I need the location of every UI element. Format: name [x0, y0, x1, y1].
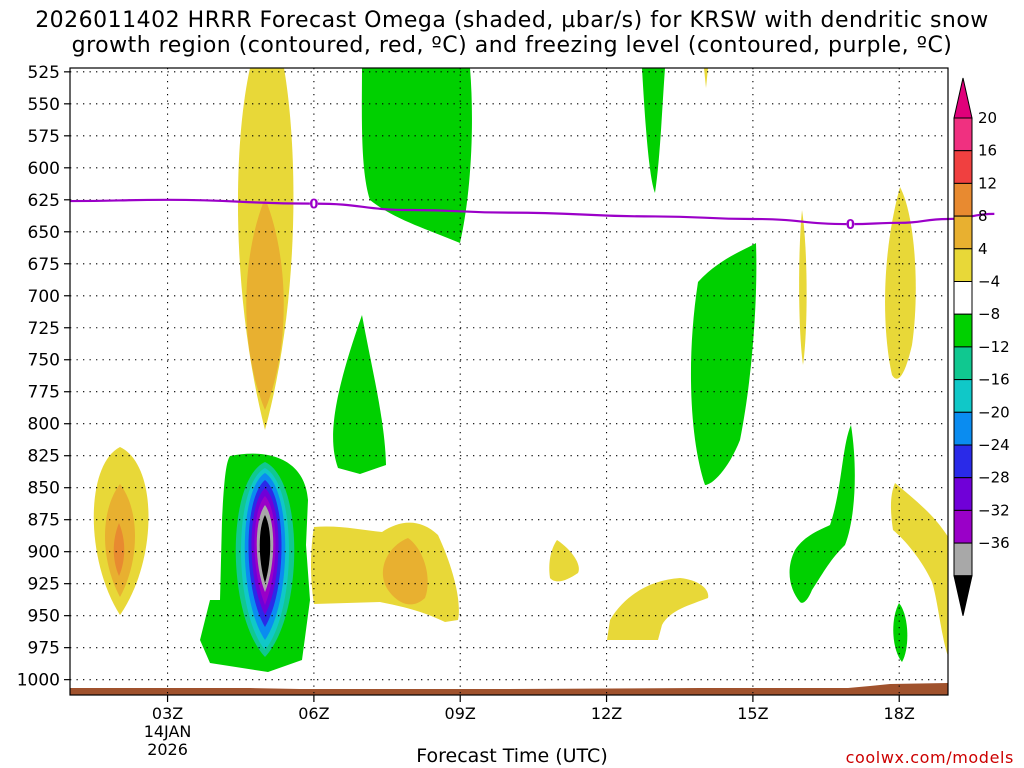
omega-positive-14z — [607, 578, 709, 640]
y-tick-label-700: 700 — [28, 287, 60, 307]
omega-negative-upper-08z-10z — [361, 68, 472, 243]
y-tick-label-825: 825 — [28, 447, 60, 467]
colorbar-label--4: −4 — [978, 273, 1000, 291]
colorbar-swatch — [953, 281, 973, 315]
y-tick-label-850: 850 — [28, 479, 60, 499]
colorbar-swatch — [953, 379, 973, 413]
omega-negative-17z-18z — [789, 425, 855, 603]
colorbar-swatch — [953, 117, 973, 152]
colorbar-label-4: 4 — [978, 240, 988, 258]
colorbar-label--24: −24 — [978, 436, 1010, 454]
colorbar-label--12: −12 — [978, 338, 1010, 356]
x-axis-title: Forecast Time (UTC) — [416, 745, 608, 767]
surface-terrain — [70, 683, 948, 695]
x-tick-label-09Z: 09Z — [445, 704, 476, 723]
y-tick-label-775: 775 — [28, 383, 60, 403]
colorbar-swatch — [953, 411, 973, 446]
omega-negative-mid-08z — [333, 315, 386, 474]
y-tick-label-750: 750 — [28, 351, 60, 371]
y-tick-label-925: 925 — [28, 575, 60, 595]
x-tick-year-label: 2026 — [147, 740, 188, 759]
colorbar: 20 16 12 8 4 −4 −8 −12 −16 −20 −24 −28 −32 −36 — [953, 77, 1010, 616]
y-tick-label-1000: 1000 — [17, 671, 60, 691]
y-tick-label-650: 650 — [28, 223, 60, 243]
x-tick-label-15Z: 15Z — [737, 704, 768, 723]
colorbar-min-triangle — [953, 575, 973, 616]
freezing-level-label-2: 0 — [846, 218, 855, 233]
omega-negative-15z-16z — [690, 243, 757, 485]
colorbar-label--32: −32 — [978, 501, 1010, 519]
colorbar-swatch — [953, 346, 973, 381]
freezing-level-layer: 00 — [69, 197, 995, 233]
y-tick-label-875: 875 — [28, 511, 60, 531]
colorbar-swatch — [953, 542, 973, 577]
x-tick-label-06Z: 06Z — [298, 704, 329, 723]
colorbar-swatch — [953, 313, 973, 348]
chart-grid — [70, 68, 948, 695]
colorbar-label-16: 16 — [978, 142, 997, 160]
omega-negative-upper-14z — [642, 68, 665, 193]
colorbar-label--16: −16 — [978, 371, 1010, 389]
colorbar-swatch — [953, 444, 973, 479]
omega-8-upper-06z — [246, 198, 284, 410]
omega-minus-36-06z — [259, 515, 271, 583]
colorbar-label--20: −20 — [978, 403, 1010, 421]
y-tick-label-950: 950 — [28, 607, 60, 627]
x-tick-date-label: 14JAN — [144, 722, 192, 741]
x-tick-label-18Z: 18Z — [884, 704, 915, 723]
freezing-level-label-1: 0 — [309, 198, 318, 213]
y-tick-label-550: 550 — [28, 95, 60, 115]
colorbar-swatch — [953, 248, 973, 283]
plot-frame — [69, 67, 949, 696]
colorbar-label-20: 20 — [978, 109, 997, 127]
colorbar-swatch — [953, 215, 973, 250]
freezing-level-label-bg-2 — [846, 218, 855, 231]
colorbar-label--28: −28 — [978, 469, 1010, 487]
omega-positive-17z — [799, 210, 807, 365]
colorbar-label-8: 8 — [978, 207, 988, 225]
y-tick-label-675: 675 — [28, 255, 60, 275]
omega-positive-upper-15z — [704, 68, 708, 88]
omega-positive-12z — [549, 540, 579, 582]
y-tick-label-575: 575 — [28, 127, 60, 147]
omega-positive-lower-19z-20z — [890, 483, 948, 656]
omega-12-region-03z — [113, 523, 125, 576]
omega-negative-low-19z — [893, 603, 908, 662]
y-tick-label-625: 625 — [28, 191, 60, 211]
y-tick-label-525: 525 — [28, 63, 60, 83]
colorbar-label--8: −8 — [978, 305, 1000, 323]
colorbar-label-12: 12 — [978, 174, 997, 192]
y-tick-label-975: 975 — [28, 639, 60, 659]
omega-positive-upper-19z — [885, 187, 916, 379]
chart-title-line-2: growth region (contoured, red, ºC) and f… — [71, 33, 953, 58]
colorbar-swatch — [953, 182, 973, 217]
freezing-level-line — [69, 198, 995, 226]
x-tick-label-12Z: 12Z — [591, 704, 622, 723]
freezing-level-label-bg-1 — [309, 197, 318, 210]
colorbar-label--36: −36 — [978, 534, 1010, 552]
colorbar-max-triangle — [953, 77, 973, 119]
source-credit[interactable]: coolwx.com/models — [845, 748, 1014, 767]
omega-8-low-09z — [382, 538, 428, 605]
omega-shading-layer — [93, 68, 948, 672]
x-tick-label-03Z: 03Z — [152, 704, 183, 723]
y-tick-label-900: 900 — [28, 543, 60, 563]
y-tick-label-725: 725 — [28, 319, 60, 339]
chart-title-line-1: 2026011402 HRRR Forecast Omega (shaded, … — [35, 8, 989, 33]
y-tick-label-600: 600 — [28, 159, 60, 179]
y-axis: 525 550 575 600 625 650 675 700 725 750 775 800 825 8… — [17, 63, 70, 691]
y-tick-label-800: 800 — [28, 415, 60, 435]
colorbar-swatch — [953, 509, 973, 544]
colorbar-swatch — [953, 150, 973, 184]
colorbar-swatch — [953, 477, 973, 511]
